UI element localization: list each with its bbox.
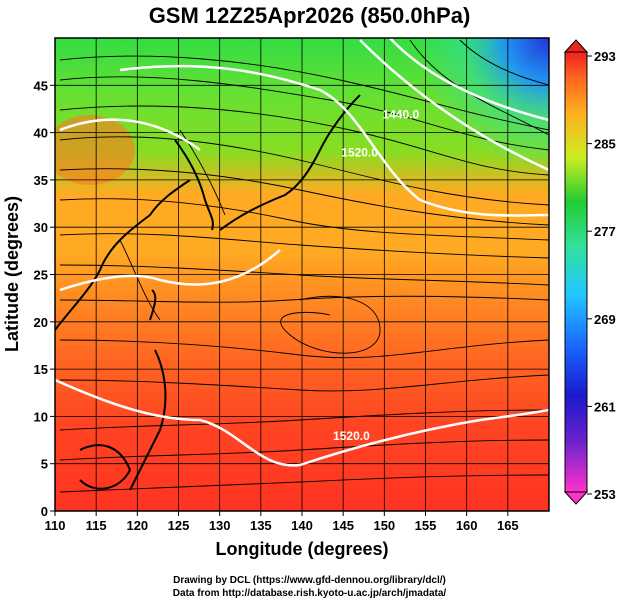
contour-label: 1440.0 (382, 107, 419, 121)
coastline-philippines (129, 349, 167, 491)
streamline (59, 374, 549, 392)
coastline-asia (55, 179, 191, 331)
x-tick-label: 135 (250, 518, 272, 533)
streamline (119, 239, 161, 321)
streamline (59, 105, 549, 176)
x-tick-label: 140 (291, 518, 313, 533)
x-axis-ticks: 110 115 120 125 130 135 140 145 150 155 160 165 (45, 511, 519, 533)
map-grid (55, 38, 549, 511)
streamline (59, 198, 549, 241)
streamline (59, 55, 549, 131)
colorbar-label: 285 (594, 137, 616, 152)
y-tick-label: 5 (41, 457, 48, 472)
contour-1520 (119, 64, 549, 217)
contour-labels: 1440.0 1520.0 1520.0 (333, 107, 419, 443)
warm-spot (55, 115, 135, 185)
x-tick-label: 145 (332, 518, 354, 533)
credits: Drawing by DCL (https://www.gfd-dennou.o… (0, 574, 619, 600)
contour-label: 1520.0 (341, 145, 378, 159)
contour-1500 (59, 118, 201, 152)
x-tick-label: 125 (168, 518, 190, 533)
contour-1520-south (55, 378, 549, 467)
streamline (59, 295, 549, 303)
x-tick-label: 115 (86, 518, 107, 533)
x-axis-title: Longitude (degrees) (215, 539, 388, 559)
y-tick-label: 0 (41, 504, 48, 519)
streamline (59, 233, 549, 259)
colorbar-label: 269 (594, 312, 616, 327)
streamline (280, 295, 381, 354)
x-tick-label: 165 (497, 518, 519, 533)
streamline (59, 339, 549, 359)
map-title: GSM 12Z25Apr2026 (850.0hPa) (148, 3, 471, 28)
x-tick-label: 110 (45, 518, 66, 533)
streamline (459, 39, 549, 86)
y-tick-label: 30 (34, 220, 48, 235)
coastline-borneo (79, 444, 132, 490)
contour-1440-b (359, 39, 549, 172)
geopotential-contours (55, 38, 549, 467)
y-tick-label: 35 (34, 173, 48, 188)
streamline (59, 264, 549, 286)
colorbar-bar (564, 51, 588, 493)
streamline (59, 76, 549, 151)
colorbar-labels: 293 285 277 269 261 253 (587, 49, 616, 502)
contour-1520-b (59, 249, 281, 292)
colorbar-label: 293 (594, 49, 616, 64)
streamline (59, 168, 549, 226)
x-tick-label: 120 (126, 518, 148, 533)
x-tick-label: 150 (373, 518, 395, 533)
streamline (59, 409, 549, 431)
x-tick-label: 160 (456, 518, 478, 533)
colorbar-label: 253 (594, 487, 616, 502)
y-axis-title: Latitude (degrees) (2, 196, 22, 352)
coastline-japan (219, 94, 361, 231)
cold-air-region (330, 38, 549, 258)
colorbar-bottom-arrow (563, 491, 589, 505)
credit-data: Data from http://database.rish.kyoto-u.a… (172, 588, 447, 599)
y-axis-ticks: 0 5 10 15 20 25 30 35 40 45 (34, 78, 55, 519)
colorbar: 293 285 277 269 261 253 (563, 39, 616, 505)
contour-1440 (389, 38, 549, 122)
y-tick-label: 15 (34, 362, 48, 377)
y-tick-label: 40 (34, 126, 48, 141)
colorbar-label: 261 (594, 399, 616, 414)
x-tick-label: 130 (209, 518, 231, 533)
streamline (59, 439, 549, 461)
x-tick-label: 155 (415, 518, 437, 533)
streamline (409, 39, 549, 136)
y-tick-label: 20 (34, 315, 48, 330)
wind-streamlines (59, 39, 549, 493)
y-tick-label: 10 (34, 409, 48, 424)
streamline (59, 136, 549, 206)
y-tick-label: 45 (34, 78, 48, 93)
y-tick-label: 25 (34, 268, 48, 283)
credit-drawing: Drawing by DCL (https://www.gfd-dennou.o… (173, 575, 446, 586)
colorbar-label: 277 (594, 224, 616, 239)
coastline-korea (174, 139, 214, 231)
contour-label: 1520.0 (333, 429, 370, 443)
coastline-taiwan (149, 289, 157, 321)
colorbar-top-arrow (563, 39, 589, 53)
streamline (59, 474, 549, 493)
coastlines (55, 94, 361, 491)
